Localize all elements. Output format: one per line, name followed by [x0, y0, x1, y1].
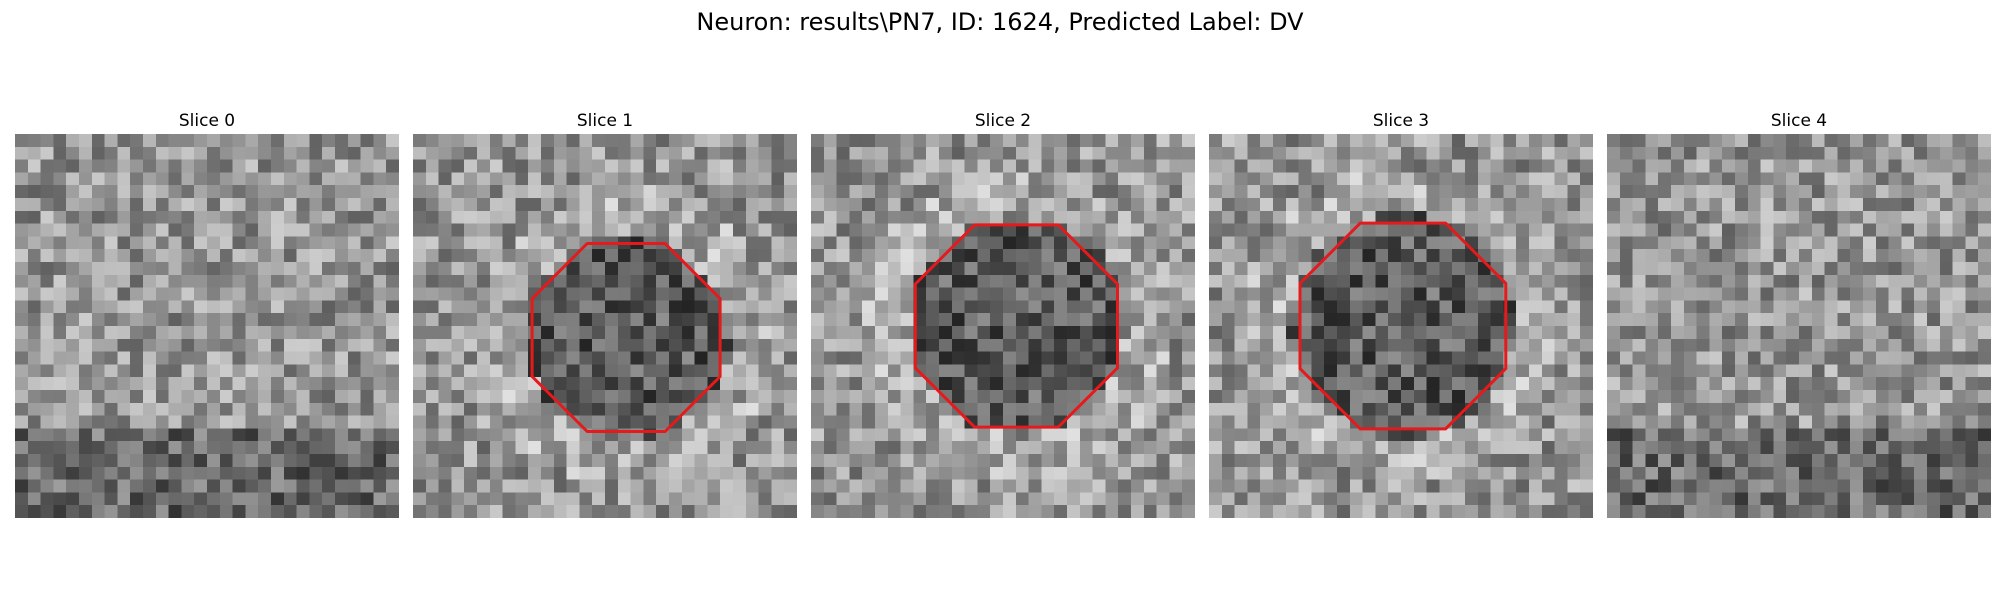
slice-panel-3: Slice 3 [1209, 110, 1593, 518]
slice-image-3 [1209, 134, 1593, 518]
slice-pixel-grid [1209, 134, 1593, 518]
slice-image-0 [15, 134, 399, 518]
figure-title: Neuron: results\PN7, ID: 1624, Predicted… [0, 8, 2000, 36]
slice-title: Slice 1 [413, 110, 797, 134]
slice-image-4 [1607, 134, 1991, 518]
slice-title: Slice 3 [1209, 110, 1593, 134]
slice-title: Slice 2 [811, 110, 1195, 134]
slice-title: Slice 0 [15, 110, 399, 134]
slice-pixel-grid [811, 134, 1195, 518]
slice-pixel-grid [413, 134, 797, 518]
slice-image-2 [811, 134, 1195, 518]
slice-panel-2: Slice 2 [811, 110, 1195, 518]
slice-image-1 [413, 134, 797, 518]
slice-pixel-grid [1607, 134, 1991, 518]
slice-pixel-grid [15, 134, 399, 518]
slice-title: Slice 4 [1607, 110, 1991, 134]
slice-panel-1: Slice 1 [413, 110, 797, 518]
slice-panel-4: Slice 4 [1607, 110, 1991, 518]
slice-panel-0: Slice 0 [15, 110, 399, 518]
